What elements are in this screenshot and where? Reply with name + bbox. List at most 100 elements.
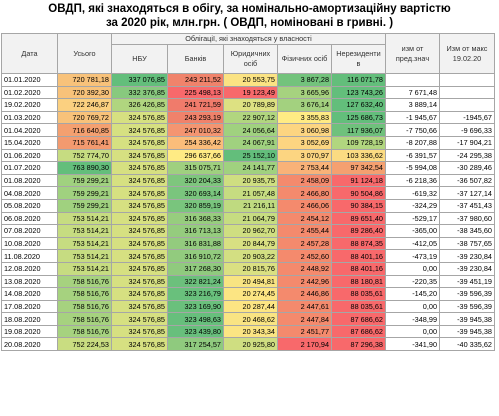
table-row: 14.08.2020 758 516,76 324 576,85 323 216,79… (1, 287, 495, 301)
cell-date: 18.08.2020 (1, 312, 58, 326)
cell-banks: 317 254,57 (167, 337, 224, 352)
cell-date: 17.08.2020 (1, 299, 58, 314)
table-row: 01.08.2020 759 299,21 324 576,85 320 204,33… (1, 173, 495, 188)
cell-nonresidents: 89 286,40 (331, 224, 386, 238)
cell-nonresidents: 97 342,54 (331, 161, 386, 175)
cell-individuals: 3 665,96 (277, 85, 332, 100)
cell-diff-max: -36 507,82 (439, 173, 495, 188)
cell-individuals: 2 448,92 (277, 261, 332, 276)
cell-nbu: 324 576,85 (111, 135, 168, 150)
cell-banks: 320 204,33 (167, 173, 224, 188)
cell-diff-max: -40 335,62 (439, 337, 495, 352)
cell-legal: 20 274,45 (223, 287, 278, 301)
cell-diff-max: -39 230,84 (439, 249, 495, 263)
cell-nonresidents: 87 686,62 (331, 312, 386, 326)
cell-diff-prev: -145,20 (385, 287, 440, 301)
cell-diff-prev: -412,05 (385, 236, 440, 251)
cell-diff-prev: 3 889,14 (385, 98, 440, 112)
cell-banks: 323 169,90 (167, 299, 224, 314)
cell-diff-max: -37 451,43 (439, 198, 495, 213)
header-total: Усього (57, 33, 112, 74)
cell-total: 758 516,76 (57, 324, 112, 339)
cell-nbu: 332 376,85 (111, 85, 168, 100)
cell-legal: 19 123,49 (223, 85, 278, 100)
cell-individuals: 2 455,44 (277, 224, 332, 238)
cell-diff-prev: -6 218,36 (385, 173, 440, 188)
cell-nonresidents: 89 651,40 (331, 211, 386, 226)
header-diff-prev: изм от пред.знач (385, 33, 440, 74)
cell-nonresidents: 103 336,62 (331, 148, 386, 163)
table-row: 05.08.2020 759 299,21 324 576,85 320 859,19… (1, 198, 495, 213)
cell-individuals: 2 451,77 (277, 324, 332, 339)
title-line-2: за 2020 рік, млн.грн. ( ОВДП, номіновані… (105, 17, 394, 29)
report-title: ОВДП, які знаходяться в обігу, за номіна… (0, 2, 499, 30)
cell-total: 753 514,21 (57, 249, 112, 263)
cell-legal: 20 962,70 (223, 224, 278, 238)
cell-individuals: 3 052,69 (277, 135, 332, 150)
cell-nbu: 324 576,85 (111, 198, 168, 213)
cell-individuals: 2 457,28 (277, 236, 332, 251)
table-row: 10.08.2020 753 514,21 324 576,85 316 831,88… (1, 236, 495, 251)
cell-date: 01.08.2020 (1, 173, 58, 188)
cell-diff-prev: -473,19 (385, 249, 440, 263)
cell-legal: 20 468,62 (223, 312, 278, 326)
cell-diff-max: -39 945,38 (439, 312, 495, 326)
table-row: 01.02.2020 720 392,30 332 376,85 225 498,13… (1, 85, 495, 100)
cell-individuals: 3 867,28 (277, 73, 332, 87)
cell-individuals: 2 446,86 (277, 287, 332, 301)
cell-total: 722 246,87 (57, 98, 112, 112)
cell-nonresidents: 117 936,07 (331, 123, 386, 137)
table-row: 11.08.2020 753 514,21 324 576,85 316 910,72… (1, 249, 495, 263)
table-row: 12.08.2020 753 514,21 324 576,85 317 268,30… (1, 261, 495, 276)
cell-nbu: 324 576,85 (111, 161, 168, 175)
cell-diff-prev: -341,90 (385, 337, 440, 352)
table-row: 01.03.2020 720 769,72 324 576,85 243 293,19… (1, 110, 495, 125)
table-row: 01.07.2020 763 890,30 324 576,85 315 075,71… (1, 161, 495, 175)
cell-legal: 20 815,76 (223, 261, 278, 276)
cell-banks: 254 336,42 (167, 135, 224, 150)
cell-nbu: 324 576,85 (111, 337, 168, 352)
cell-legal: 20 925,80 (223, 337, 278, 352)
cell-total: 752 774,70 (57, 148, 112, 163)
cell-nonresidents: 90 504,86 (331, 186, 386, 200)
cell-individuals: 3 060,98 (277, 123, 332, 137)
cell-banks: 323 498,63 (167, 312, 224, 326)
header-nonresidents: Нерезиденти в (331, 44, 386, 74)
cell-diff-max: -17 904,21 (439, 135, 495, 150)
cell-diff-max (439, 98, 495, 112)
bonds-table: Дата Усього Облігації, які знаходяться у… (1, 33, 495, 352)
cell-legal: 24 056,64 (223, 123, 278, 137)
cell-date: 01.04.2020 (1, 123, 58, 137)
cell-diff-max: -38 757,65 (439, 236, 495, 251)
table-row: 13.08.2020 758 516,76 324 576,85 322 821,24… (1, 274, 495, 289)
cell-diff-prev: -220,35 (385, 274, 440, 289)
cell-diff-max: -39 230,84 (439, 261, 495, 276)
cell-total: 759 299,21 (57, 186, 112, 200)
cell-total: 720 392,30 (57, 85, 112, 100)
cell-total: 758 516,76 (57, 312, 112, 326)
cell-diff-max: -39 945,38 (439, 324, 495, 339)
cell-date: 07.08.2020 (1, 224, 58, 238)
cell-individuals: 2 447,84 (277, 312, 332, 326)
cell-date: 01.02.2020 (1, 85, 58, 100)
cell-diff-prev: -529,17 (385, 211, 440, 226)
cell-banks: 322 821,24 (167, 274, 224, 289)
cell-total: 716 640,85 (57, 123, 112, 137)
cell-nonresidents: 90 384,15 (331, 198, 386, 213)
cell-legal: 24 141,77 (223, 161, 278, 175)
cell-nonresidents: 91 124,18 (331, 173, 386, 188)
cell-diff-prev: 0,00 (385, 261, 440, 276)
table-row: 20.08.2020 752 224,53 324 576,85 317 254,57… (1, 337, 495, 352)
cell-legal: 21 057,48 (223, 186, 278, 200)
cell-total: 753 514,21 (57, 211, 112, 226)
cell-legal: 20 844,79 (223, 236, 278, 251)
cell-total: 753 514,21 (57, 236, 112, 251)
cell-nonresidents: 88 874,35 (331, 236, 386, 251)
cell-nonresidents: 88 401,16 (331, 249, 386, 263)
cell-banks: 225 498,13 (167, 85, 224, 100)
cell-nbu: 324 576,85 (111, 211, 168, 226)
cell-total: 758 516,76 (57, 274, 112, 289)
cell-nonresidents: 127 632,40 (331, 98, 386, 112)
cell-nonresidents: 123 743,26 (331, 85, 386, 100)
cell-nonresidents: 125 686,73 (331, 110, 386, 125)
